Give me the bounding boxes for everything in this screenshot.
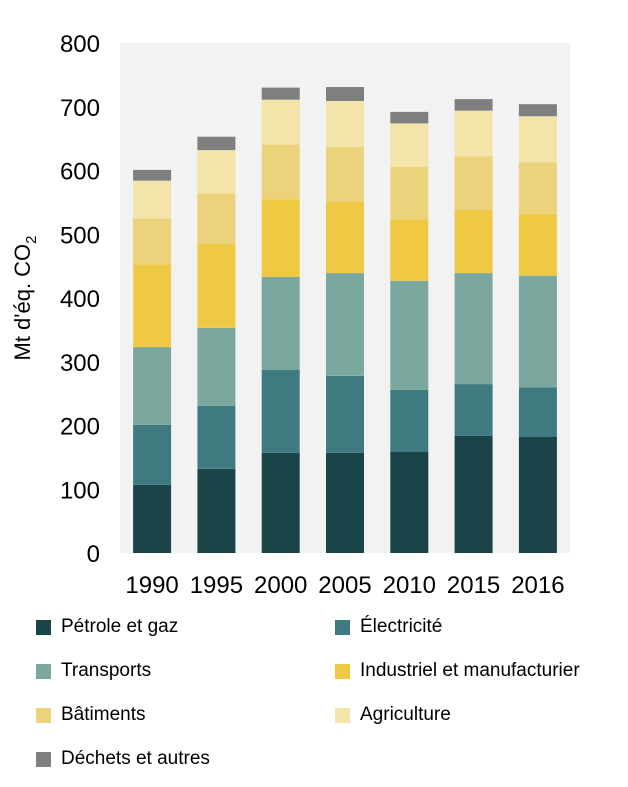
x-axis-ticks: 1990 1995 2000 2005 2010 2015 2016 bbox=[125, 572, 564, 599]
legend-swatch bbox=[36, 751, 51, 767]
y-tick-label: 300 bbox=[60, 350, 100, 377]
bar-2000-series-6 bbox=[261, 87, 300, 100]
bar-2016-series-2 bbox=[518, 275, 557, 388]
bar-2015-series-5 bbox=[454, 110, 493, 157]
bar-1990-series-4 bbox=[133, 218, 172, 265]
x-tick-label: 2015 bbox=[447, 572, 500, 599]
bar-2010-series-2 bbox=[390, 280, 429, 390]
bar-2015-series-3 bbox=[454, 210, 493, 274]
y-axis-label: Mt d'éq. CO2 bbox=[10, 235, 40, 360]
bar-2015-series-6 bbox=[454, 99, 493, 111]
bar-2016-series-4 bbox=[518, 162, 557, 214]
y-axis-label-main: Mt d'éq. CO bbox=[10, 244, 35, 361]
legend-item: Industriel et manufacturier bbox=[335, 660, 580, 682]
y-axis-ticks: 0 100 200 300 400 500 600 700 800 bbox=[60, 31, 100, 568]
legend-item: Agriculture bbox=[335, 704, 451, 726]
bar-2000-series-0 bbox=[261, 452, 300, 553]
y-tick-label: 200 bbox=[60, 414, 100, 441]
bar-2015-series-2 bbox=[454, 273, 493, 384]
bar-2015-series-1 bbox=[454, 384, 493, 436]
bar-2016-series-5 bbox=[518, 116, 557, 163]
legend-item: Pétrole et gaz bbox=[36, 616, 178, 638]
legend-label: Déchets et autres bbox=[61, 748, 210, 769]
bar-2016-series-6 bbox=[518, 104, 557, 117]
bar-1990-series-6 bbox=[133, 169, 172, 181]
bar-1995-series-5 bbox=[197, 150, 236, 194]
y-tick-label: 0 bbox=[87, 541, 100, 568]
bar-1990-series-0 bbox=[133, 484, 172, 553]
legend-swatch bbox=[335, 663, 350, 679]
bar-1990-series-5 bbox=[133, 180, 172, 219]
legend-label: Pétrole et gaz bbox=[61, 616, 179, 637]
legend-label: Agriculture bbox=[360, 704, 451, 725]
bar-1995-series-4 bbox=[197, 193, 236, 244]
legend-item: Déchets et autres bbox=[36, 748, 210, 770]
bar-2005-series-1 bbox=[326, 375, 364, 453]
y-tick-label: 500 bbox=[60, 222, 100, 249]
bar-1990-series-3 bbox=[133, 264, 172, 348]
bar-2015-series-0 bbox=[454, 435, 493, 553]
bar-2000-series-4 bbox=[261, 144, 300, 200]
bar-2005-series-3 bbox=[326, 201, 364, 274]
y-tick-label: 800 bbox=[60, 31, 100, 58]
y-tick-label: 600 bbox=[60, 159, 100, 186]
bar-2016-series-0 bbox=[518, 437, 557, 553]
bar-1995-series-3 bbox=[197, 243, 236, 328]
bar-2010-series-0 bbox=[390, 451, 429, 553]
bar-1995-series-0 bbox=[197, 468, 236, 553]
y-axis-label-subscript: 2 bbox=[23, 235, 40, 243]
bar-1995-series-2 bbox=[197, 328, 236, 406]
legend-swatch bbox=[36, 619, 51, 635]
legend-label: Bâtiments bbox=[61, 704, 146, 725]
x-tick-label: 2016 bbox=[511, 572, 564, 599]
bar-2005-series-5 bbox=[326, 101, 364, 147]
bar-1995-series-6 bbox=[197, 136, 236, 151]
legend-label: Transports bbox=[61, 660, 152, 681]
bar-2010-series-6 bbox=[390, 111, 429, 124]
bar-1995-series-1 bbox=[197, 405, 236, 469]
bar-2016-series-1 bbox=[518, 387, 557, 437]
bar-2010-series-5 bbox=[390, 123, 429, 167]
bar-2016-series-3 bbox=[518, 213, 557, 276]
bar-2000-series-3 bbox=[261, 199, 300, 277]
bar-1990-series-2 bbox=[133, 347, 172, 425]
x-tick-label: 2010 bbox=[383, 572, 436, 599]
legend-item: Transports bbox=[36, 660, 151, 682]
x-tick-label: 2000 bbox=[254, 572, 307, 599]
bar-2015-series-4 bbox=[454, 156, 493, 211]
bar-2000-series-5 bbox=[261, 99, 300, 145]
bar-2005-series-4 bbox=[326, 146, 364, 202]
legend-item: Électricité bbox=[335, 616, 442, 638]
bar-2000-series-2 bbox=[261, 277, 300, 371]
bar-2010-series-1 bbox=[390, 389, 429, 452]
bar-2010-series-4 bbox=[390, 166, 429, 220]
y-tick-label: 400 bbox=[60, 286, 100, 313]
bar-1990-series-1 bbox=[133, 424, 172, 485]
x-tick-label: 2005 bbox=[318, 572, 371, 599]
x-tick-label: 1990 bbox=[125, 572, 178, 599]
bars-group bbox=[133, 87, 557, 553]
legend-swatch bbox=[36, 707, 51, 723]
bar-2005-series-0 bbox=[326, 452, 364, 553]
legend-swatch bbox=[335, 707, 350, 723]
bar-2000-series-1 bbox=[261, 370, 300, 453]
legend-swatch bbox=[36, 663, 51, 679]
x-tick-label: 1995 bbox=[190, 572, 243, 599]
bar-2010-series-3 bbox=[390, 219, 429, 281]
y-tick-label: 700 bbox=[60, 95, 100, 122]
bar-2005-series-6 bbox=[326, 87, 364, 101]
legend-label: Électricité bbox=[360, 616, 443, 637]
y-tick-label: 100 bbox=[60, 477, 100, 504]
bar-2005-series-2 bbox=[326, 273, 364, 376]
legend-item: Bâtiments bbox=[36, 704, 145, 726]
legend-swatch bbox=[335, 619, 350, 635]
legend-label: Industriel et manufacturier bbox=[360, 660, 580, 681]
legend: Pétrole et gaz Électricité Transports Indus… bbox=[0, 600, 628, 787]
